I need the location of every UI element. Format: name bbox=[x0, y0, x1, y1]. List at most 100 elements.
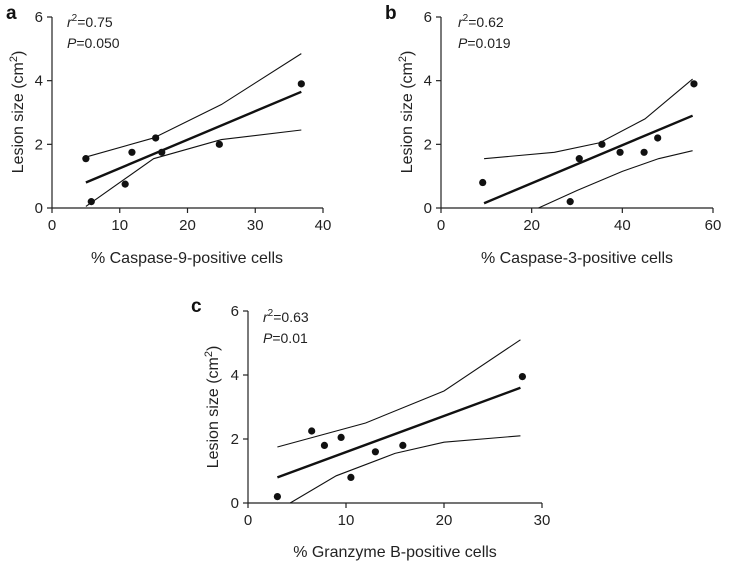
y-axis-label: Lesion size (cm2) bbox=[8, 51, 27, 174]
y-tick-label: 2 bbox=[35, 136, 43, 153]
y-axis-label-close: ) bbox=[10, 51, 27, 56]
x-axis-label: % Granzyme B-positive cells bbox=[293, 544, 497, 561]
p-value: =0.019 bbox=[467, 35, 510, 51]
data-point bbox=[128, 148, 136, 156]
data-point bbox=[371, 448, 379, 456]
r-squared-annotation: r2=0.62 bbox=[458, 13, 504, 30]
data-point bbox=[82, 155, 90, 163]
data-point bbox=[347, 473, 355, 481]
data-point bbox=[87, 198, 95, 206]
y-axis-label-main: Lesion size (cm bbox=[399, 62, 416, 173]
data-point bbox=[337, 433, 345, 441]
x-tick-label: 0 bbox=[244, 512, 252, 529]
x-tick-label: 30 bbox=[247, 217, 264, 234]
x-tick-label: 30 bbox=[534, 512, 551, 529]
regression-line bbox=[483, 114, 694, 205]
p-value-annotation: P=0.050 bbox=[67, 35, 120, 51]
data-point bbox=[479, 178, 487, 187]
data-point bbox=[690, 80, 698, 88]
y-tick-label: 0 bbox=[35, 200, 43, 217]
data-point bbox=[399, 441, 407, 449]
data-point bbox=[654, 134, 662, 142]
panel-letter: b bbox=[385, 3, 397, 24]
data-point bbox=[121, 180, 129, 188]
r-superscript: 2 bbox=[268, 308, 274, 319]
y-tick-label: 0 bbox=[424, 200, 432, 217]
x-tick-label: 0 bbox=[48, 217, 56, 234]
r-symbol: r bbox=[263, 309, 269, 325]
data-point bbox=[308, 427, 316, 435]
y-axis-label-superscript: 2 bbox=[8, 56, 20, 62]
x-tick-label: 10 bbox=[338, 512, 355, 529]
x-tick-label: 40 bbox=[614, 217, 631, 234]
y-axis-label-superscript: 2 bbox=[203, 351, 215, 357]
y-tick-label: 4 bbox=[424, 73, 432, 90]
y-tick-label: 0 bbox=[231, 495, 239, 512]
ci-upper-line bbox=[85, 53, 302, 158]
x-tick-label: 10 bbox=[111, 217, 128, 234]
r-squared-annotation: r2=0.75 bbox=[67, 13, 113, 30]
r-superscript: 2 bbox=[463, 13, 469, 24]
x-axis-label: % Caspase-9-positive cells bbox=[91, 250, 283, 267]
data-point bbox=[158, 148, 166, 156]
y-axis-label-close: ) bbox=[205, 346, 222, 351]
data-point bbox=[566, 198, 574, 206]
y-tick-label: 6 bbox=[424, 9, 432, 26]
y-axis-label-main: Lesion size (cm bbox=[205, 357, 222, 468]
p-value-annotation: P=0.019 bbox=[458, 35, 511, 51]
data-point bbox=[152, 134, 160, 142]
x-tick-label: 20 bbox=[523, 217, 540, 234]
y-tick-label: 2 bbox=[231, 431, 239, 448]
y-tick-label: 4 bbox=[231, 367, 239, 384]
r-squared-annotation: r2=0.63 bbox=[263, 308, 309, 325]
panel-letter: a bbox=[6, 3, 17, 24]
regression-line bbox=[276, 386, 521, 479]
ci-lower-line bbox=[538, 150, 693, 209]
data-point bbox=[297, 80, 305, 88]
ci-upper-line bbox=[484, 78, 693, 160]
y-axis-label: Lesion size (cm2) bbox=[203, 346, 222, 469]
ci-upper-line bbox=[277, 339, 521, 448]
x-tick-label: 0 bbox=[437, 217, 445, 234]
r-squared-value: =0.75 bbox=[77, 14, 113, 30]
p-value: =0.050 bbox=[76, 35, 119, 51]
data-point bbox=[616, 148, 624, 156]
data-point bbox=[518, 373, 527, 381]
data-point bbox=[640, 148, 648, 156]
r-squared-value: =0.63 bbox=[273, 309, 309, 325]
data-point bbox=[273, 493, 281, 501]
y-axis-label-main: Lesion size (cm bbox=[10, 62, 27, 173]
y-tick-label: 6 bbox=[231, 303, 239, 320]
r-symbol: r bbox=[67, 14, 73, 30]
data-point bbox=[320, 441, 329, 449]
regression-line bbox=[85, 90, 302, 184]
x-tick-label: 60 bbox=[705, 217, 722, 234]
x-tick-label: 20 bbox=[436, 512, 453, 529]
y-axis-label-close: ) bbox=[399, 51, 416, 56]
y-axis-label: Lesion size (cm2) bbox=[397, 51, 416, 174]
x-tick-label: 20 bbox=[179, 217, 196, 234]
x-axis-label: % Caspase-3-positive cells bbox=[481, 250, 673, 267]
ci-lower-line bbox=[289, 435, 521, 504]
p-symbol: P bbox=[263, 330, 273, 346]
panel-letter: c bbox=[191, 296, 202, 317]
data-point bbox=[598, 140, 606, 148]
data-point bbox=[575, 155, 583, 163]
x-tick-label: 40 bbox=[315, 217, 332, 234]
p-value: =0.01 bbox=[272, 330, 308, 346]
p-symbol: P bbox=[67, 35, 77, 51]
y-tick-label: 6 bbox=[35, 9, 43, 26]
data-point bbox=[215, 140, 223, 148]
r-superscript: 2 bbox=[72, 13, 78, 24]
y-tick-label: 4 bbox=[35, 73, 43, 90]
y-axis-label-superscript: 2 bbox=[397, 56, 409, 62]
p-value-annotation: P=0.01 bbox=[263, 330, 308, 346]
r-squared-value: =0.62 bbox=[468, 14, 504, 30]
y-tick-label: 2 bbox=[424, 136, 432, 153]
p-symbol: P bbox=[458, 35, 468, 51]
ci-lower-line bbox=[85, 129, 302, 207]
